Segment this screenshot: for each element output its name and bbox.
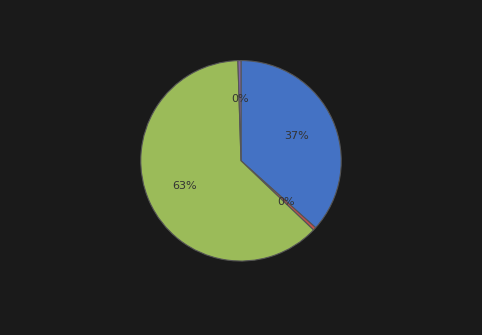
Text: 37%: 37% — [284, 131, 309, 141]
Text: 0%: 0% — [277, 197, 295, 207]
Text: 63%: 63% — [173, 181, 197, 191]
Text: 0%: 0% — [231, 94, 249, 105]
Wedge shape — [241, 61, 341, 228]
Wedge shape — [238, 61, 241, 161]
Wedge shape — [141, 61, 313, 261]
Wedge shape — [241, 161, 316, 230]
